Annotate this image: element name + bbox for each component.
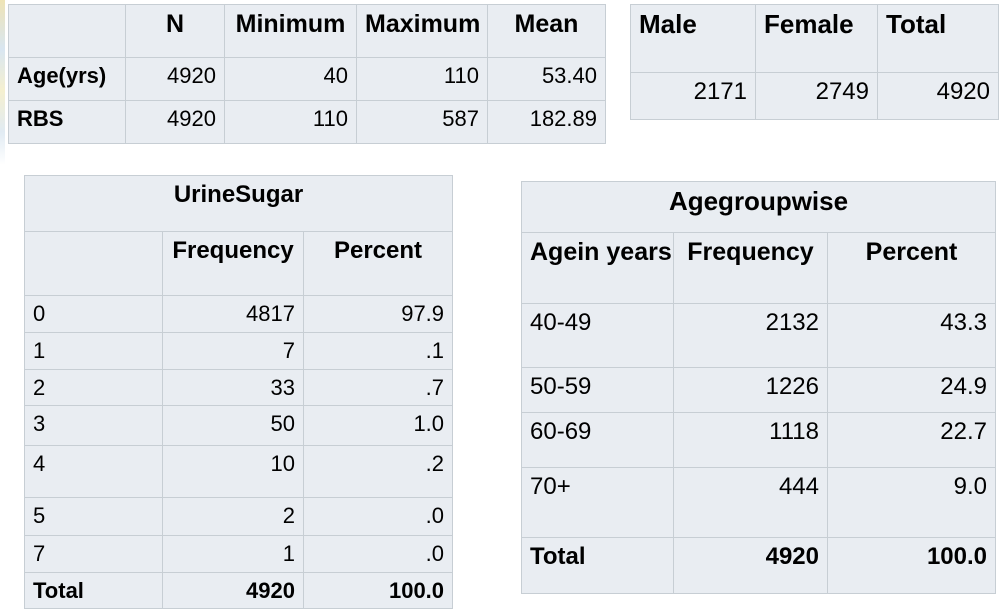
header-cell-frequency: Frequency	[162, 231, 304, 296]
row-label-cell: 50-59	[521, 367, 674, 413]
table-title: Agegroupwise	[520, 181, 997, 233]
table-row: 7 1 .0	[24, 535, 454, 573]
cell-male-count: 2171	[630, 72, 756, 120]
table-row: Age(yrs) 4920 40 110 53.40	[8, 57, 606, 101]
table-row: 50-59 1226 24.9	[521, 367, 997, 413]
cell: 587	[356, 100, 488, 144]
cell-frequency: 1118	[673, 412, 828, 468]
cell-percent: 97.9	[302, 295, 454, 333]
table-row: 5 2 .0	[24, 497, 454, 536]
descriptives-table: N Minimum Maximum Mean Age(yrs) 4920 40 …	[8, 4, 606, 144]
cell-frequency: 10	[162, 445, 304, 498]
cell-frequency: 2	[162, 497, 304, 536]
cell-total-count: 4920	[877, 72, 999, 120]
table-row: 0 4817 97.9	[24, 295, 454, 333]
table-total-row: Total 4920 100.0	[24, 572, 454, 609]
header-cell-frequency: Frequency	[673, 232, 828, 304]
cell-percent: .7	[302, 369, 454, 406]
header-cell-total: Total	[877, 4, 999, 73]
cell: 53.40	[487, 57, 606, 101]
header-cell-blank	[8, 4, 126, 58]
row-label-cell: 40-49	[521, 303, 674, 368]
row-label-cell: 1	[24, 332, 163, 370]
cell-frequency: 4817	[162, 295, 304, 333]
cell-percent: 24.9	[826, 367, 997, 413]
cell: 182.89	[487, 100, 606, 144]
table-row: 2171 2749 4920	[630, 72, 999, 120]
table-row: RBS 4920 110 587 182.89	[8, 100, 606, 144]
cell: 110	[356, 57, 488, 101]
table-header-row: Agein years Frequency Percent	[521, 232, 997, 304]
table-row: 60-69 1118 22.7	[521, 412, 997, 468]
cell-percent: .0	[302, 535, 454, 573]
header-cell-n: N	[125, 4, 225, 58]
table-title-row: Agegroupwise	[520, 181, 997, 233]
header-cell-age-in-years: Agein years	[521, 232, 674, 304]
cell-frequency: 2132	[673, 303, 828, 368]
gender-table: Male Female Total 2171 2749 4920	[630, 4, 999, 120]
urine-sugar-table: UrineSugar Frequency Percent 0 4817 97.9…	[23, 175, 454, 609]
cell-frequency: 50	[162, 405, 304, 446]
cell-frequency: 444	[673, 467, 828, 538]
cell-female-count: 2749	[755, 72, 878, 120]
header-cell-blank	[24, 231, 163, 296]
header-cell-male: Male	[630, 4, 756, 73]
table-header-row: N Minimum Maximum Mean	[8, 4, 606, 58]
table-title-row: UrineSugar	[23, 175, 454, 232]
row-label-cell: Age(yrs)	[8, 57, 126, 101]
row-label-cell: 5	[24, 497, 163, 536]
table-title: UrineSugar	[23, 175, 454, 232]
cell-frequency: 7	[162, 332, 304, 370]
header-cell-female: Female	[755, 4, 878, 73]
table-total-row: Total 4920 100.0	[521, 537, 997, 594]
cell-percent: .1	[302, 332, 454, 370]
cell-percent: 43.3	[826, 303, 997, 368]
cell-frequency: 33	[162, 369, 304, 406]
cell: 110	[224, 100, 357, 144]
cell: 40	[224, 57, 357, 101]
total-percent-cell: 100.0	[826, 537, 997, 594]
table-header-row: Male Female Total	[630, 4, 999, 73]
table-row: 3 50 1.0	[24, 405, 454, 446]
background-image-sliver	[0, 0, 5, 165]
total-label-cell: Total	[24, 572, 163, 609]
total-frequency-cell: 4920	[673, 537, 828, 594]
row-label-cell: 60-69	[521, 412, 674, 468]
header-cell-percent: Percent	[826, 232, 997, 304]
age-group-table: Agegroupwise Agein years Frequency Perce…	[520, 181, 997, 594]
table-row: 40-49 2132 43.3	[521, 303, 997, 368]
table-header-row: Frequency Percent	[24, 231, 454, 296]
cell-percent: 1.0	[302, 405, 454, 446]
cell: 4920	[125, 100, 225, 144]
table-row: 4 10 .2	[24, 445, 454, 498]
header-cell-minimum: Minimum	[224, 4, 357, 58]
cell-frequency: 1	[162, 535, 304, 573]
table-row: 1 7 .1	[24, 332, 454, 370]
cell: 4920	[125, 57, 225, 101]
total-percent-cell: 100.0	[302, 572, 454, 609]
cell-percent: .0	[302, 497, 454, 536]
cell-percent: 22.7	[826, 412, 997, 468]
total-label-cell: Total	[521, 537, 674, 594]
row-label-cell: 70+	[521, 467, 674, 538]
row-label-cell: RBS	[8, 100, 126, 144]
cell-percent: 9.0	[826, 467, 997, 538]
header-cell-percent: Percent	[302, 231, 454, 296]
table-row: 2 33 .7	[24, 369, 454, 406]
row-label-cell: 7	[24, 535, 163, 573]
row-label-cell: 3	[24, 405, 163, 446]
table-row: 70+ 444 9.0	[521, 467, 997, 538]
total-frequency-cell: 4920	[162, 572, 304, 609]
row-label-cell: 0	[24, 295, 163, 333]
cell-frequency: 1226	[673, 367, 828, 413]
row-label-cell: 4	[24, 445, 163, 498]
cell-percent: .2	[302, 445, 454, 498]
header-cell-maximum: Maximum	[356, 4, 488, 58]
header-cell-mean: Mean	[487, 4, 606, 58]
row-label-cell: 2	[24, 369, 163, 406]
